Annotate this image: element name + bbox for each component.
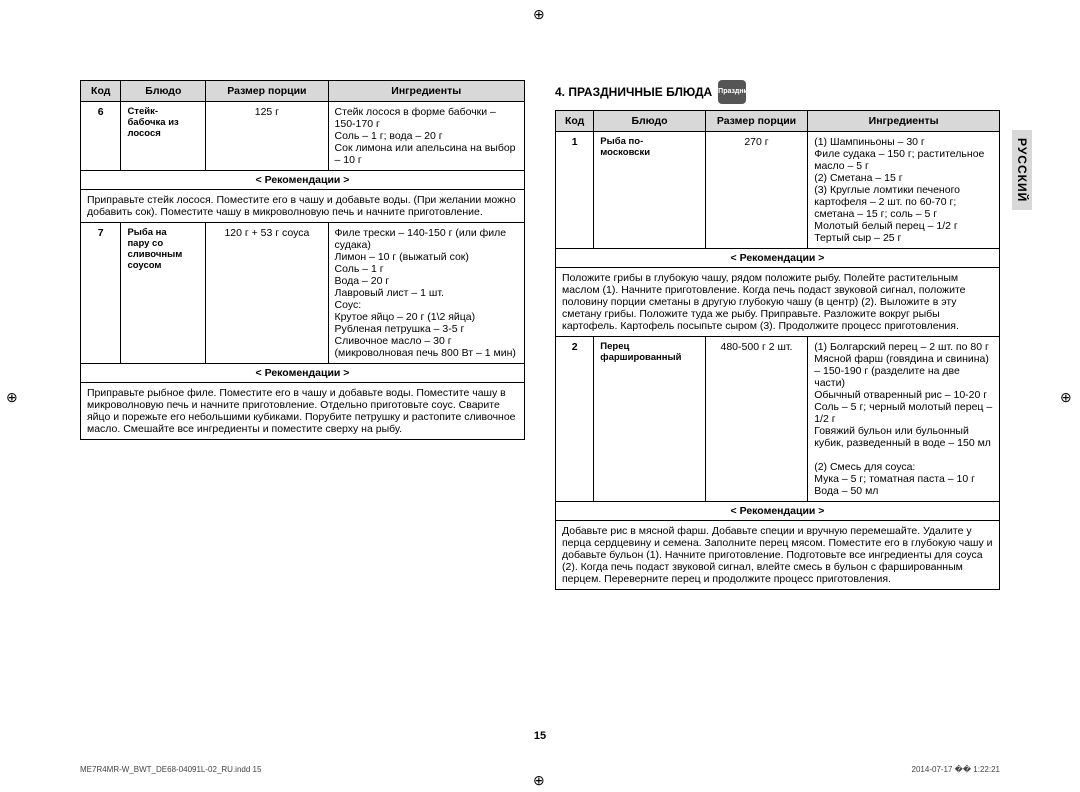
col-ingredients: Ингредиенты [328,81,524,102]
cell-dish: Рыба напару сосливочнымсоусом [121,223,206,364]
cell-portion: 120 г + 53 г соуса [206,223,328,364]
cell-code: 6 [81,102,121,171]
cell-ingredients: Филе трески – 140-150 г (или филе судака… [328,223,524,364]
col-dish: Блюдо [121,81,206,102]
language-tab: РУССКИЙ [1012,130,1032,210]
rec-header: < Рекомендации > [556,502,1000,521]
col-ingredients: Ингредиенты [808,111,1000,132]
cell-ingredients: (1) Шампиньоны – 30 г Филе судака – 150 … [808,132,1000,249]
rec-header: < Рекомендации > [81,364,525,383]
section-title: 4. ПРАЗДНИЧНЫЕ БЛЮДА Праздник [555,80,1000,104]
footer-filename: ME7R4MR-W_BWT_DE68-04091L-02_RU.indd 15 [80,765,261,774]
recipe-table-right: Код Блюдо Размер порции Ингредиенты 1Рыб… [555,110,1000,590]
cell-portion: 480-500 г 2 шт. [705,337,807,502]
rec-header: < Рекомендации > [81,171,525,190]
cell-portion: 125 г [206,102,328,171]
footer-timestamp: 2014-07-17 �� 1:22:21 [912,765,1000,774]
crop-mark: ⊕ [1060,389,1074,403]
cell-code: 1 [556,132,594,249]
section-title-text: 4. ПРАЗДНИЧНЫЕ БЛЮДА [555,85,712,99]
cell-ingredients: Стейк лосося в форме бабочки – 150-170 г… [328,102,524,171]
recipe-table-left: Код Блюдо Размер порции Ингредиенты 6Сте… [80,80,525,440]
cell-code: 7 [81,223,121,364]
rec-body: Добавьте рис в мясной фарш. Добавьте спе… [556,521,1000,590]
col-portion: Размер порции [705,111,807,132]
right-column: 4. ПРАЗДНИЧНЫЕ БЛЮДА Праздник Код Блюдо … [555,80,1000,590]
col-portion: Размер порции [206,81,328,102]
rec-header: < Рекомендации > [556,249,1000,268]
left-column: Код Блюдо Размер порции Ингредиенты 6Сте… [80,80,525,590]
cell-dish: Рыба по-московски [594,132,705,249]
rec-body: Положите грибы в глубокую чашу, рядом по… [556,268,1000,337]
rec-body: Приправьте стейк лосося. Поместите его в… [81,190,525,223]
cell-code: 2 [556,337,594,502]
rec-body: Приправьте рыбное филе. Поместите его в … [81,383,525,440]
cell-portion: 270 г [705,132,807,249]
col-code: Код [81,81,121,102]
crop-mark: ⊕ [533,772,547,786]
cell-dish: Стейк-бабочка излосося [121,102,206,171]
page-number: 15 [534,730,546,742]
crop-mark: ⊕ [6,389,20,403]
holiday-icon: Праздник [718,80,746,104]
cell-dish: Перецфаршированный [594,337,705,502]
cell-ingredients: (1) Болгарский перец – 2 шт. по 80 г Мяс… [808,337,1000,502]
col-dish: Блюдо [594,111,705,132]
col-code: Код [556,111,594,132]
crop-mark: ⊕ [533,6,547,20]
